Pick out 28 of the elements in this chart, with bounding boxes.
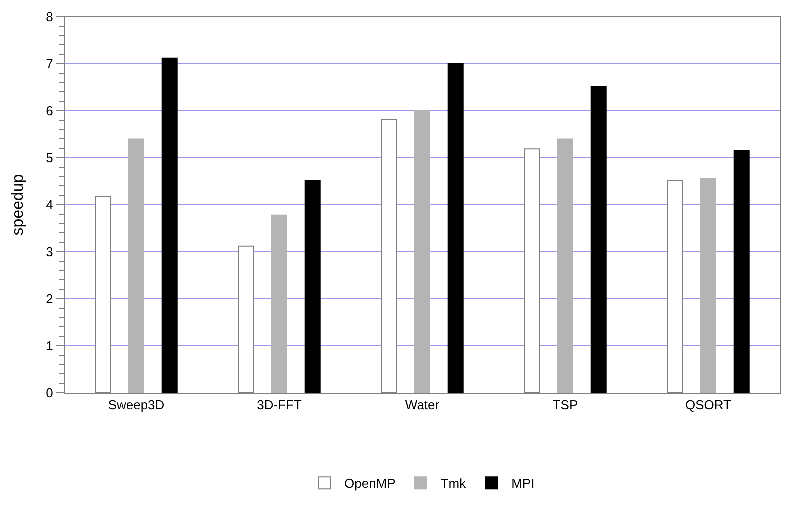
- bar: [162, 58, 178, 393]
- bar: [448, 64, 464, 393]
- x-tick-label: 3D-FFT: [257, 398, 302, 413]
- y-tick-label: 1: [46, 338, 54, 354]
- bar: [128, 138, 145, 393]
- y-tick-label: 4: [46, 198, 54, 213]
- x-tick-label: Sweep3D: [108, 398, 165, 413]
- y-tick-label: 8: [46, 10, 54, 25]
- legend-label: MPI: [512, 476, 535, 492]
- bar: [414, 110, 431, 393]
- bar: [271, 214, 288, 393]
- legend-label: Tmk: [440, 476, 467, 492]
- y-tick-label: 0: [46, 386, 54, 401]
- y-axis-title: speedup: [10, 174, 28, 236]
- bar: [734, 150, 750, 393]
- bar: [590, 86, 607, 393]
- y-tick-label: 2: [46, 292, 54, 307]
- y-tick-label: 3: [46, 244, 54, 260]
- bar: [557, 138, 574, 393]
- legend-label: OpenMP: [344, 476, 396, 492]
- y-tick-label: 6: [46, 104, 54, 119]
- x-tick-label: Water: [405, 398, 440, 413]
- y-tick-label: 5: [46, 150, 54, 166]
- x-tick-label: QSORT: [686, 398, 732, 413]
- bar: [700, 178, 717, 393]
- bar: [304, 180, 321, 393]
- x-tick-label: TSP: [552, 398, 578, 413]
- y-tick-label: 7: [46, 56, 54, 72]
